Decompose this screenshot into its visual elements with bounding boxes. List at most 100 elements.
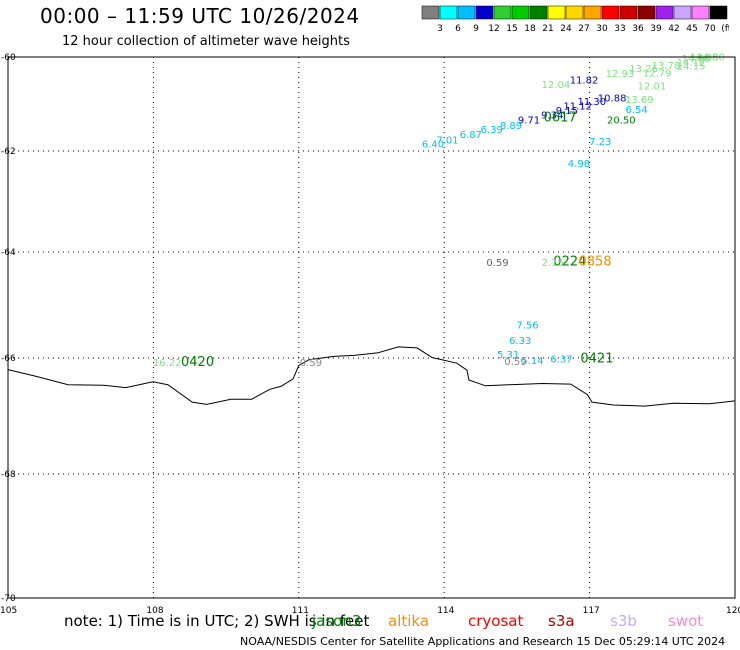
wave-height-label: 6.54 [626, 105, 648, 116]
scale-label: 21 [542, 24, 553, 34]
satellite-s3a: s3a [548, 612, 575, 630]
wave-height-label: 7.01 [436, 136, 458, 147]
scale-label: 30 [596, 24, 608, 34]
wave-height-label: 0.59 [504, 357, 526, 368]
satellite-altika: altika [388, 612, 430, 630]
satellite-swot: swot [668, 612, 704, 630]
scale-color-box [601, 5, 620, 20]
wave-height-label: 0.59 [300, 358, 322, 369]
scale-label: 18 [524, 24, 536, 34]
scale-color-box [421, 5, 440, 20]
satellite-cryosat: cryosat [468, 612, 524, 630]
wave-height-label: 14.15 [677, 62, 706, 73]
wave-height-label: 12.01 [638, 81, 667, 92]
wave-height-label: 9.34 [541, 111, 563, 122]
wave-height-label: 14.38 [690, 52, 719, 63]
wave-height-label: 20.50 [607, 116, 636, 127]
scale-label: 70 [704, 24, 716, 34]
wave-height-label: 12.93 [606, 69, 635, 80]
scale-label: 3 [437, 24, 443, 34]
pass-time-label: 0224 [553, 254, 586, 269]
wave-height-label: 12.04 [542, 80, 571, 91]
scale-label: 9 [473, 24, 479, 34]
scale-color-box [493, 5, 512, 20]
coastline-path [7, 346, 736, 407]
wave-height-label: 14.50 [696, 52, 725, 63]
lat-tick-label: -68 [1, 470, 16, 480]
map-subtitle: 12 hour collection of altimeter wave hei… [62, 34, 350, 49]
lon-tick-label: 114 [437, 606, 454, 616]
wave-height-label: 16.22 [153, 358, 182, 369]
scale-color-box [475, 5, 494, 20]
wave-height-label: 6.87 [460, 130, 482, 141]
map-grid [7, 56, 736, 599]
scale-color-box [565, 5, 584, 20]
wave-height-label: 5.14 [521, 356, 543, 367]
map-title: 00:00 – 11:59 UTC 10/26/2024 [40, 4, 360, 28]
scale-label: 12 [488, 24, 499, 34]
wave-height-label: 13.26 [629, 64, 658, 75]
axis-tick-labels: 105 108 111 114 117 120 -60 -62 -64 -66 -68 -70 [0, 53, 740, 616]
pass-time-label: 0617 [544, 110, 577, 125]
lat-tick-label: -70 [1, 594, 16, 604]
scale-color-box [511, 5, 530, 20]
scale-label: 24 [560, 24, 572, 34]
scale-label: 45 [686, 24, 697, 34]
scale-color-box [457, 5, 476, 20]
wave-height-label: 13.69 [625, 95, 654, 106]
scale-color-box [637, 5, 656, 20]
wave-height-label: 6.33 [509, 336, 531, 347]
wave-height-label: 0.59 [486, 258, 508, 269]
wave-height-label: 6.39 [481, 125, 503, 136]
wave-height-label: 11.30 [578, 97, 607, 108]
note-text: note: 1) Time is in UTC; 2) SWH is in fe… [64, 612, 370, 630]
scale-label: 36 [632, 24, 644, 34]
scale-color-box [529, 5, 548, 20]
scale-label: 6 [455, 24, 461, 34]
pass-time-label: 0858 [579, 254, 612, 269]
wave-height-label: 9.15 [556, 106, 578, 117]
color-scale-boxes [421, 5, 728, 20]
scale-label: 33 [614, 24, 625, 34]
scale-label: 39 [650, 24, 662, 34]
wave-height-label: 2.15 [542, 258, 564, 269]
wave-height-label: 4.98 [568, 159, 590, 170]
scale-color-box [691, 5, 710, 20]
scale-label: 15 [506, 24, 517, 34]
lat-tick-label: -60 [1, 53, 16, 63]
wave-height-label: 6.37 [550, 355, 572, 366]
scale-color-box [673, 5, 692, 20]
scale-color-box [583, 5, 602, 20]
lon-tick-label: 108 [146, 606, 163, 616]
lon-tick-label: 120 [726, 606, 740, 616]
wave-height-label: 5.31 [497, 350, 519, 361]
lat-tick-label: -62 [1, 147, 16, 157]
satellite-jason3: jason3 [312, 612, 362, 630]
wave-height-labels: 12.04 11.82 12.9313.2613.7814.6614.3814.50… [153, 52, 725, 370]
scale-label: 42 [668, 24, 679, 34]
wave-height-label: 9.71 [518, 116, 540, 127]
map-frame [7, 56, 736, 599]
wave-height-label: 14.66 [682, 54, 711, 65]
wave-height-label: 11.12 [563, 102, 592, 113]
scale-label: 27 [578, 24, 589, 34]
wave-height-label: 10.88 [598, 94, 627, 105]
wave-height-label: 8.89 [500, 121, 522, 132]
wave-height-label: 14.12 [677, 58, 706, 69]
scale-label: (ft) [721, 24, 729, 34]
scale-color-box [439, 5, 458, 20]
wave-height-label: 11.82 [570, 75, 599, 86]
scale-color-box [547, 5, 566, 20]
lat-tick-label: -66 [1, 354, 16, 364]
pass-time-label: 0421 [580, 352, 613, 367]
lon-tick-label: 105 [0, 606, 17, 616]
wave-height-label: 6.40 [422, 140, 444, 151]
wave-height-label: 7.56 [516, 320, 538, 331]
scale-color-box [619, 5, 638, 20]
lat-tick-label: -64 [1, 248, 16, 258]
lon-tick-label: 117 [583, 606, 600, 616]
wave-height-label: 13.78 [652, 61, 681, 72]
